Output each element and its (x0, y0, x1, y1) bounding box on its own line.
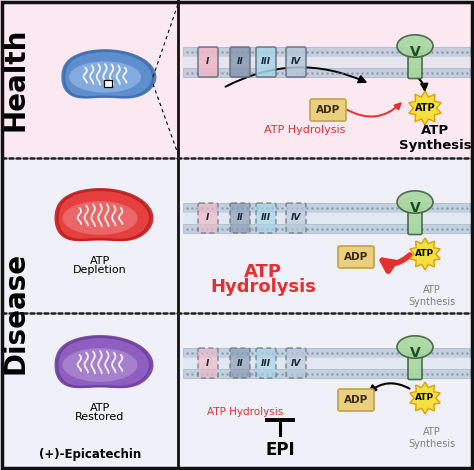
Ellipse shape (397, 35, 433, 57)
Ellipse shape (397, 336, 433, 358)
Polygon shape (63, 348, 137, 382)
Text: Restored: Restored (75, 412, 125, 422)
Polygon shape (69, 62, 141, 93)
Text: I: I (206, 57, 210, 66)
Text: (+)-Epicatechin: (+)-Epicatechin (39, 448, 141, 461)
Ellipse shape (397, 191, 433, 213)
Text: II: II (237, 213, 243, 222)
FancyBboxPatch shape (338, 246, 374, 268)
Polygon shape (410, 238, 440, 270)
Text: ADP: ADP (316, 105, 340, 115)
Text: III: III (261, 57, 271, 66)
Text: Disease: Disease (2, 252, 30, 374)
FancyBboxPatch shape (256, 203, 276, 233)
Text: V: V (410, 45, 420, 59)
Bar (183, 357, 470, 369)
Text: Hydrolysis: Hydrolysis (210, 278, 316, 296)
Text: I: I (206, 359, 210, 368)
Text: Depletion: Depletion (73, 265, 127, 275)
FancyBboxPatch shape (408, 210, 422, 235)
Bar (183, 212, 470, 224)
Text: EPI: EPI (265, 441, 295, 459)
Bar (183, 369, 470, 378)
FancyBboxPatch shape (286, 47, 306, 77)
Bar (178, 313, 474, 470)
Polygon shape (64, 51, 153, 97)
FancyBboxPatch shape (230, 348, 250, 378)
Bar (178, 0, 474, 158)
FancyBboxPatch shape (338, 389, 374, 411)
FancyBboxPatch shape (408, 354, 422, 379)
Polygon shape (55, 188, 154, 241)
FancyBboxPatch shape (230, 203, 250, 233)
Text: ATP: ATP (90, 403, 110, 413)
FancyBboxPatch shape (256, 348, 276, 378)
Polygon shape (410, 382, 440, 414)
Text: IV: IV (291, 359, 301, 368)
Text: I: I (206, 213, 210, 222)
FancyBboxPatch shape (256, 47, 276, 77)
Text: ADP: ADP (344, 252, 368, 262)
Text: IV: IV (291, 213, 301, 222)
Bar (0, 158, 178, 470)
Bar (183, 56, 470, 68)
FancyBboxPatch shape (198, 47, 218, 77)
Text: ATP: ATP (415, 103, 435, 113)
Text: Health: Health (2, 27, 30, 131)
Text: V: V (410, 201, 420, 215)
Text: ADP: ADP (344, 395, 368, 405)
Polygon shape (55, 335, 154, 388)
Text: ATP Hydrolysis: ATP Hydrolysis (207, 407, 283, 417)
Bar (183, 47, 470, 56)
Polygon shape (57, 337, 150, 387)
Bar (0, 0, 178, 158)
Bar (183, 224, 470, 233)
Bar (178, 158, 474, 313)
Text: ATP
Synthesis: ATP Synthesis (409, 427, 456, 449)
Text: ATP Hydrolysis: ATP Hydrolysis (264, 125, 346, 135)
FancyBboxPatch shape (408, 54, 422, 78)
FancyBboxPatch shape (230, 47, 250, 77)
Text: II: II (237, 57, 243, 66)
Bar (104, 80, 112, 87)
Text: ATP: ATP (90, 256, 110, 266)
Text: V: V (410, 346, 420, 360)
Text: III: III (261, 359, 271, 368)
FancyBboxPatch shape (198, 348, 218, 378)
Bar (183, 348, 470, 357)
Text: ATP
Synthesis: ATP Synthesis (409, 285, 456, 307)
FancyBboxPatch shape (310, 99, 346, 121)
Text: III: III (261, 213, 271, 222)
FancyBboxPatch shape (286, 348, 306, 378)
Text: IV: IV (291, 57, 301, 66)
Text: ATP: ATP (415, 393, 435, 402)
Text: ATP: ATP (415, 250, 435, 259)
Polygon shape (61, 49, 156, 99)
FancyBboxPatch shape (198, 203, 218, 233)
Text: II: II (237, 359, 243, 368)
Polygon shape (63, 201, 137, 235)
Bar (183, 68, 470, 77)
Text: ATP: ATP (244, 263, 282, 281)
Polygon shape (57, 190, 150, 240)
Text: ATP
Synthesis: ATP Synthesis (399, 124, 471, 152)
Bar (183, 203, 470, 212)
FancyBboxPatch shape (286, 203, 306, 233)
Polygon shape (409, 91, 441, 125)
